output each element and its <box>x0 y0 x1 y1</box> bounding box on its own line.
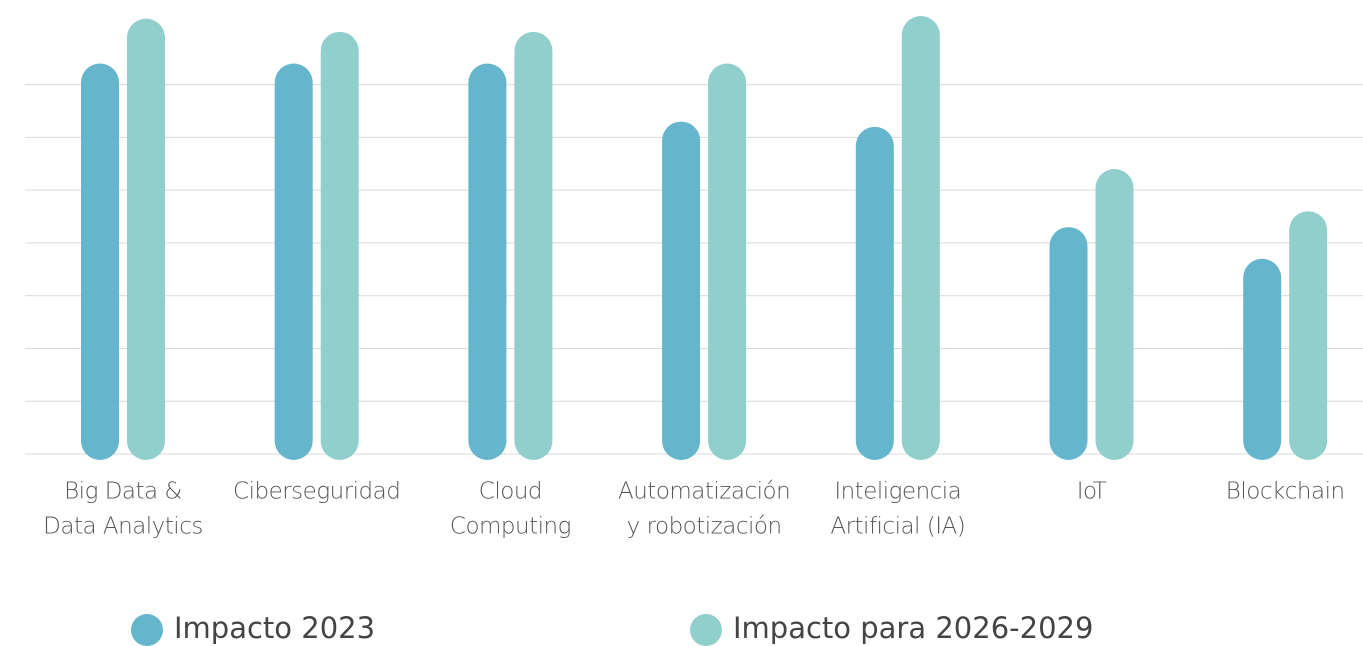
bar <box>662 121 701 460</box>
bar <box>514 31 553 460</box>
bar <box>81 63 119 460</box>
x-tick-label: Big Data & <box>64 479 182 505</box>
x-tick-label: IoT <box>1077 479 1107 505</box>
x-tick-label: Artificial (IA) <box>830 514 965 540</box>
bar <box>901 16 940 460</box>
legend-swatch <box>690 614 722 646</box>
bar <box>708 63 747 460</box>
x-tick-label: Automatización <box>618 479 790 505</box>
bar <box>320 31 359 460</box>
legend-label: Impacto para 2026-2029 <box>733 611 1093 645</box>
x-tick-label: Cloud <box>479 479 542 505</box>
x-tick-label: y robotización <box>627 514 782 540</box>
x-tick-label: Data Analytics <box>43 514 203 540</box>
bar <box>274 63 313 460</box>
bar <box>1289 211 1328 460</box>
bar <box>468 63 507 460</box>
legend-swatch <box>131 614 163 646</box>
bar <box>855 126 894 460</box>
bar <box>1049 227 1088 460</box>
bar <box>127 18 165 460</box>
legend-label: Impacto 2023 <box>174 611 375 645</box>
x-tick-label: Blockchain <box>1226 479 1345 505</box>
bar <box>1095 169 1134 460</box>
x-tick-label: Ciberseguridad <box>233 479 400 505</box>
x-tick-label: Inteligencia <box>834 479 961 505</box>
x-tick-label: Computing <box>450 514 571 540</box>
bar <box>1243 258 1282 460</box>
